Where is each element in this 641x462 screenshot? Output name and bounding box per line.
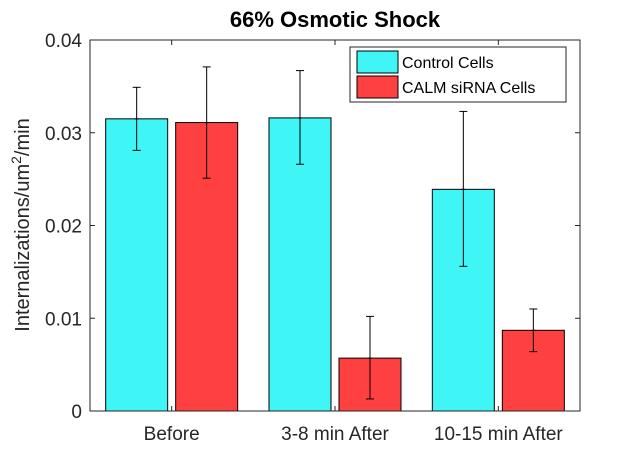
x-tick-label: 10-15 min After <box>434 424 564 445</box>
chart-title: 66% Osmotic Shock <box>230 7 441 32</box>
legend-entry-label: CALM siRNA Cells <box>402 80 535 97</box>
y-axis-label-superscript: 2 <box>8 156 24 164</box>
bar-0-0 <box>105 118 169 412</box>
bar-0-1 <box>268 117 332 412</box>
legend-swatch <box>356 50 399 74</box>
x-tick-label: Before <box>144 424 200 445</box>
legend-entry-label: Control Cells <box>402 55 494 72</box>
axes-group <box>89 39 581 412</box>
y-tick-label: 0.03 <box>45 124 82 145</box>
y-axis-label-suffix: /min <box>12 118 34 156</box>
error-bar-0-0 <box>132 86 141 151</box>
legend: Control Cells CALM siRNA Cells <box>349 46 567 103</box>
error-bar-1-2 <box>529 308 538 353</box>
y-tick-labels-group: 0 0.01 0.02 0.03 0.04 <box>45 31 82 423</box>
y-axis-label-main: Internalizations/um <box>12 164 34 332</box>
x-tick-labels-group: Before 3-8 min After 10-15 min After <box>144 424 564 445</box>
x-tick-label: 3-8 min After <box>281 424 389 445</box>
y-tick-label: 0 <box>71 402 82 423</box>
y-tick-label: 0.04 <box>45 31 82 52</box>
error-bar-0-1 <box>296 70 304 165</box>
error-bar-1-1 <box>366 315 374 400</box>
bars-group <box>105 117 565 412</box>
error-bars-group <box>132 66 538 400</box>
y-tick-label: 0.02 <box>45 217 82 238</box>
legend-swatch <box>356 75 399 99</box>
y-axis-label: Internalizations/um2/min <box>8 118 34 331</box>
error-bar-1-0 <box>202 66 211 179</box>
error-bar-0-2 <box>459 110 468 267</box>
y-tick-label: 0.01 <box>45 309 82 330</box>
